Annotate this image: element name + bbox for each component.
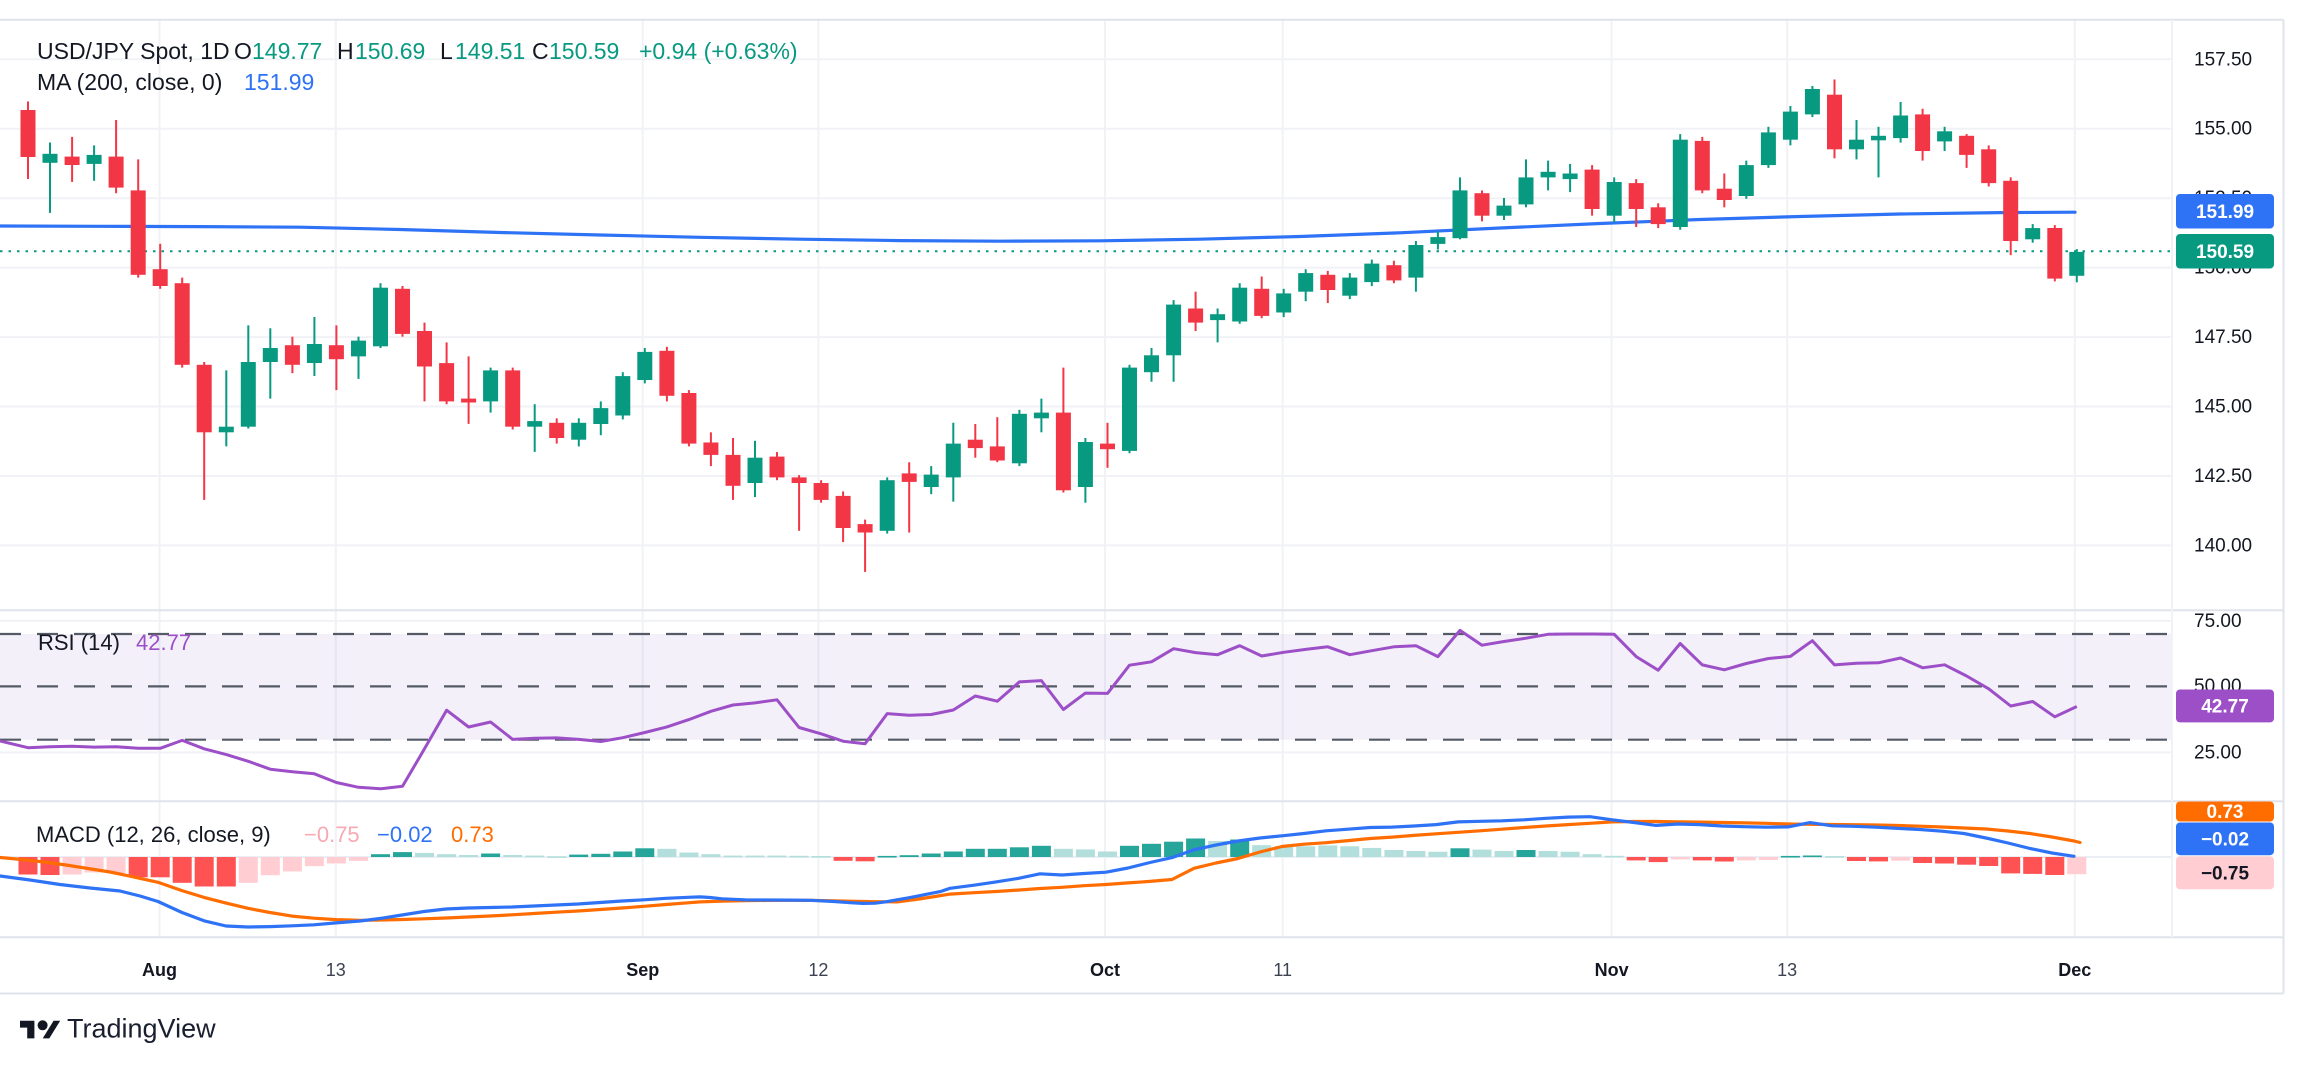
svg-text:11: 11 xyxy=(1273,960,1292,980)
svg-text:0.73: 0.73 xyxy=(2207,802,2244,823)
svg-text:TradingView: TradingView xyxy=(67,1014,216,1044)
svg-text:MA (200, close, 0): MA (200, close, 0) xyxy=(37,69,222,95)
svg-text:Dec: Dec xyxy=(2058,960,2091,980)
svg-text:75.00: 75.00 xyxy=(2194,611,2242,632)
svg-text:−0.02: −0.02 xyxy=(2201,829,2249,850)
svg-text:147.50: 147.50 xyxy=(2194,327,2252,348)
svg-text:142.50: 142.50 xyxy=(2194,466,2252,487)
svg-text:149.51: 149.51 xyxy=(455,38,525,64)
svg-text:151.99: 151.99 xyxy=(2196,202,2254,223)
svg-text:−0.75: −0.75 xyxy=(2201,863,2250,884)
svg-text:13: 13 xyxy=(326,960,346,980)
svg-text:O: O xyxy=(234,38,252,64)
svg-text:155.00: 155.00 xyxy=(2194,119,2252,140)
svg-text:Aug: Aug xyxy=(142,960,177,980)
svg-text:MACD (12, 26, close, 9): MACD (12, 26, close, 9) xyxy=(36,822,271,847)
svg-text:RSI (14): RSI (14) xyxy=(38,630,120,655)
svg-text:+0.94 (+0.63%): +0.94 (+0.63%) xyxy=(639,38,798,64)
svg-text:42.77: 42.77 xyxy=(136,630,191,655)
svg-text:Nov: Nov xyxy=(1595,960,1629,980)
svg-text:L: L xyxy=(440,38,453,64)
svg-text:25.00: 25.00 xyxy=(2194,742,2242,763)
svg-text:150.59: 150.59 xyxy=(549,38,619,64)
svg-text:0.73: 0.73 xyxy=(451,822,494,847)
svg-text:H: H xyxy=(337,38,354,64)
svg-text:USD/JPY Spot, 1D: USD/JPY Spot, 1D xyxy=(37,38,230,64)
svg-text:42.77: 42.77 xyxy=(2201,696,2249,717)
svg-text:Sep: Sep xyxy=(626,960,659,980)
svg-text:157.50: 157.50 xyxy=(2194,49,2252,70)
svg-text:145.00: 145.00 xyxy=(2194,397,2252,418)
svg-text:149.77: 149.77 xyxy=(252,38,322,64)
svg-text:−0.02: −0.02 xyxy=(377,822,433,847)
svg-text:Oct: Oct xyxy=(1090,960,1120,980)
svg-text:140.00: 140.00 xyxy=(2194,535,2252,556)
svg-text:151.99: 151.99 xyxy=(244,69,314,95)
svg-text:150.69: 150.69 xyxy=(355,38,425,64)
svg-text:13: 13 xyxy=(1777,960,1797,980)
svg-text:12: 12 xyxy=(808,960,828,980)
svg-text:C: C xyxy=(532,38,549,64)
svg-text:150.59: 150.59 xyxy=(2196,242,2254,263)
svg-text:−0.75: −0.75 xyxy=(304,822,360,847)
